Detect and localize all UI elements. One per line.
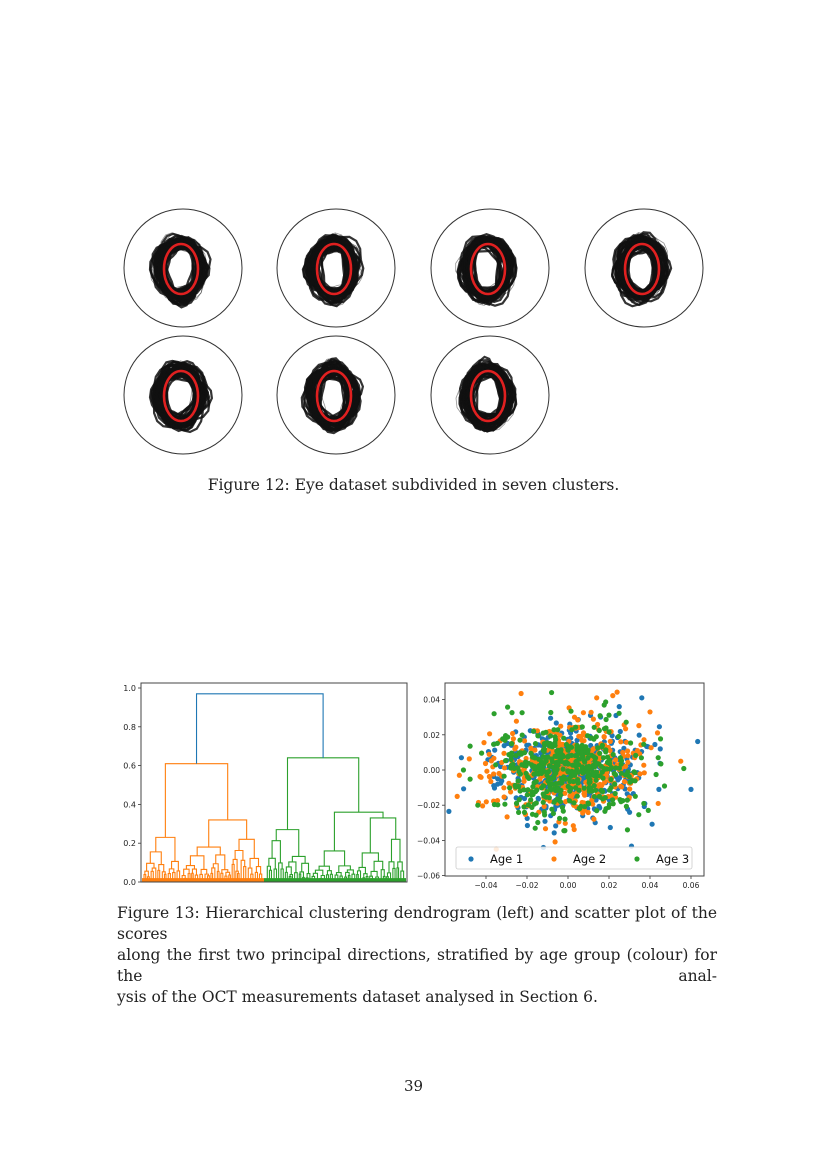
- y-tick-label: −0.02: [417, 801, 440, 810]
- figure-12-eye-clusters: [123, 208, 704, 455]
- mean-curve: [162, 242, 200, 296]
- y-tick-label: 0.4: [123, 800, 136, 809]
- series-age-3: [460, 689, 687, 834]
- y-tick-label: 0.6: [123, 762, 136, 771]
- page-number: 39: [403, 1077, 424, 1095]
- legend-marker-2: [551, 856, 557, 862]
- eye-cluster-panel-3: [430, 208, 550, 328]
- eye-cluster-panel-6: [276, 335, 396, 455]
- eye-cluster-panel-1: [123, 208, 243, 328]
- mean-curve: [623, 242, 661, 296]
- mean-curve: [162, 369, 200, 423]
- figure-12-caption: Figure 12: Eye dataset subdivided in sev…: [207, 476, 620, 494]
- y-tick-label: 0.8: [123, 723, 136, 732]
- y-tick-label: 0.2: [123, 839, 136, 848]
- mean-curve: [315, 242, 353, 296]
- x-tick-label: −0.04: [475, 881, 498, 890]
- eye-cluster-panel-5: [123, 335, 243, 455]
- mean-curve: [315, 369, 353, 423]
- mean-curve: [469, 242, 507, 296]
- x-tick-label: −0.02: [516, 881, 539, 890]
- legend-label-1: Age 1: [490, 852, 523, 866]
- y-tick-label: −0.04: [417, 836, 440, 845]
- eye-cluster-panel-4: [584, 208, 704, 328]
- mean-curve: [469, 369, 507, 423]
- dendrogram-chart: 0.0 0.2 0.4 0.6 0.8 1.0: [123, 682, 408, 887]
- figure-13-caption: Figure 13: Hierarchical clustering dendr…: [117, 903, 717, 1008]
- eye-cluster-panel-2: [276, 208, 396, 328]
- x-tick-label: 0.06: [683, 881, 700, 890]
- scatter-axes-frame: [444, 682, 705, 877]
- x-tick-label: 0.02: [601, 881, 618, 890]
- legend-marker-3: [634, 856, 640, 862]
- x-tick-label: 0.00: [560, 881, 577, 890]
- dendrogram-axes-frame: [140, 682, 408, 883]
- scatter-plot-chart: −0.04 −0.02 0.00 0.02 0.04 0.06 −0.06 −0.04 −0.0…: [417, 682, 705, 890]
- y-tick-label: 0.04: [423, 696, 440, 705]
- y-tick-label: 0.0: [123, 878, 136, 887]
- legend-marker-1: [468, 856, 474, 862]
- scatter-legend: Age 1 Age 2 Age 3: [455, 846, 693, 870]
- legend-label-3: Age 3: [656, 852, 689, 866]
- eye-cluster-panel-7: [430, 335, 550, 455]
- figure-13-caption-line-3: ysis of the OCT measurements dataset ana…: [117, 988, 598, 1006]
- y-tick-label: −0.06: [417, 872, 440, 881]
- figure-13-caption-line-2: along the first two principal directions…: [117, 946, 717, 985]
- scatter-points: [446, 689, 701, 852]
- legend-label-2: Age 2: [573, 852, 606, 866]
- figure-13-caption-line-1: Figure 13: Hierarchical clustering dendr…: [117, 904, 717, 943]
- x-tick-label: 0.04: [642, 881, 659, 890]
- y-tick-label: 0.02: [423, 731, 440, 740]
- y-tick-label: 1.0: [123, 684, 136, 693]
- y-tick-label: 0.00: [423, 766, 440, 775]
